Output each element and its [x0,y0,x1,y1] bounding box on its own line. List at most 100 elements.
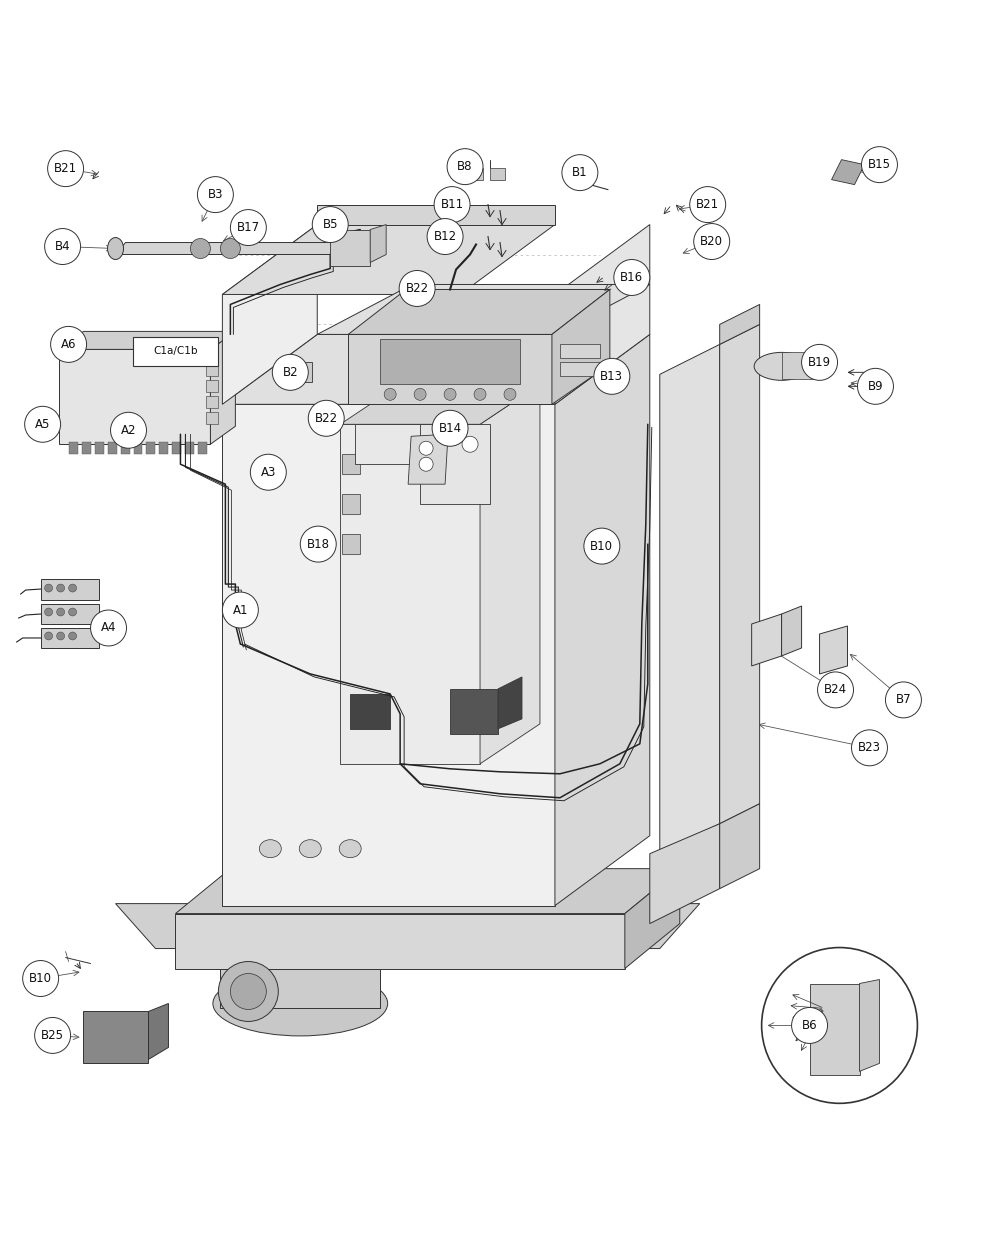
Circle shape [885,681,921,718]
Text: B7: B7 [896,694,911,706]
Circle shape [312,207,348,242]
Text: B16: B16 [620,271,643,285]
Polygon shape [82,442,91,454]
Text: B20: B20 [700,235,723,248]
Circle shape [57,584,65,592]
FancyBboxPatch shape [133,337,218,366]
Text: B11: B11 [441,198,464,211]
Ellipse shape [342,237,358,260]
Polygon shape [752,614,782,666]
Circle shape [45,228,81,265]
Circle shape [861,147,897,182]
Circle shape [474,388,486,401]
Polygon shape [720,324,760,824]
Text: B14: B14 [439,422,462,434]
Polygon shape [222,225,555,295]
Polygon shape [206,381,218,392]
Polygon shape [348,290,610,334]
Circle shape [300,527,336,562]
Text: B2: B2 [282,366,298,379]
Polygon shape [555,225,650,404]
Polygon shape [41,579,99,600]
Polygon shape [340,424,480,764]
Circle shape [694,223,730,260]
Circle shape [51,327,87,362]
Circle shape [858,368,893,404]
Circle shape [111,412,146,448]
Text: B9: B9 [868,379,883,393]
Circle shape [384,388,396,401]
Text: B5: B5 [322,218,338,231]
Polygon shape [555,334,650,906]
Polygon shape [146,442,155,454]
Text: B15: B15 [868,158,891,171]
Polygon shape [185,442,194,454]
Polygon shape [206,397,218,408]
Text: B21: B21 [54,162,77,175]
Circle shape [45,631,53,640]
Circle shape [57,608,65,617]
Ellipse shape [259,840,281,857]
Text: B24: B24 [824,684,847,696]
Circle shape [197,177,233,212]
Polygon shape [342,494,360,514]
Text: B10: B10 [29,972,52,985]
Circle shape [45,608,53,617]
Polygon shape [116,242,360,255]
Polygon shape [355,424,480,464]
Polygon shape [350,694,390,729]
Polygon shape [210,332,235,444]
Circle shape [23,961,59,996]
Polygon shape [820,626,848,674]
Ellipse shape [339,840,361,857]
Circle shape [218,961,278,1021]
Polygon shape [650,824,720,924]
Polygon shape [340,384,540,424]
Ellipse shape [108,237,124,260]
Polygon shape [380,339,520,384]
Circle shape [272,354,308,391]
Text: A6: A6 [61,338,76,351]
Ellipse shape [299,840,321,857]
Circle shape [792,1007,828,1043]
Circle shape [462,437,478,452]
Polygon shape [206,412,218,424]
Polygon shape [175,914,625,968]
Polygon shape [222,404,555,906]
Polygon shape [83,1011,148,1063]
Polygon shape [810,983,860,1076]
Polygon shape [552,290,610,404]
Polygon shape [480,384,540,764]
Polygon shape [59,349,210,444]
Polygon shape [342,454,360,474]
Polygon shape [222,225,317,404]
Text: B22: B22 [315,412,338,424]
Polygon shape [560,344,600,358]
Polygon shape [222,334,650,404]
Polygon shape [330,230,370,267]
Text: A4: A4 [101,622,116,634]
Polygon shape [348,334,552,404]
Polygon shape [175,869,680,914]
Circle shape [230,973,266,1010]
Circle shape [48,151,84,187]
Text: B21: B21 [696,198,719,211]
Circle shape [432,411,468,447]
Circle shape [802,344,838,381]
Circle shape [69,584,77,592]
Polygon shape [490,167,505,180]
Polygon shape [468,167,483,180]
Circle shape [220,238,240,258]
Polygon shape [41,604,99,624]
Text: B22: B22 [406,282,429,295]
Circle shape [614,260,650,296]
Polygon shape [69,442,78,454]
Text: A5: A5 [35,418,50,431]
Text: B4: B4 [55,240,70,253]
Text: B6: B6 [802,1018,817,1032]
Polygon shape [720,305,760,344]
Polygon shape [498,676,522,729]
Circle shape [230,210,266,246]
Polygon shape [408,434,448,484]
Polygon shape [172,442,181,454]
